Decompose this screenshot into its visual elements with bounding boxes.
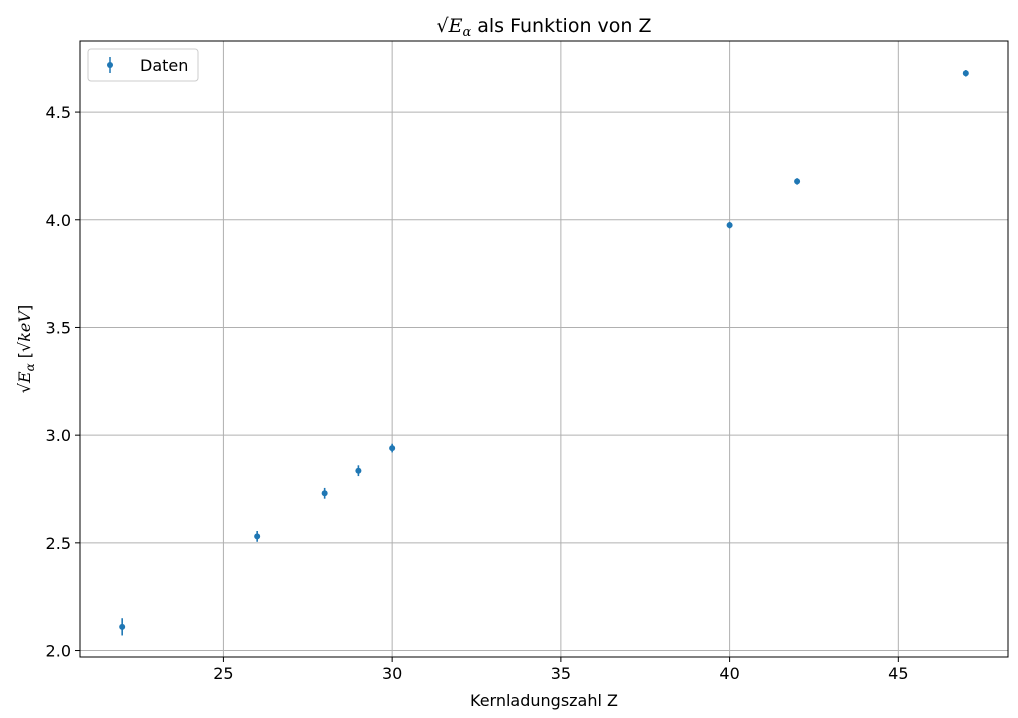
- ylabel-sqrt: √: [15, 382, 34, 393]
- y-axis-label: √Eα[√keV]: [15, 305, 37, 393]
- data-point: [726, 222, 733, 229]
- legend: Daten: [87, 48, 199, 82]
- data-point: [321, 490, 328, 497]
- ylabel-unit-sqrt: √: [15, 341, 34, 352]
- y-tick-label: 2.5: [46, 534, 71, 553]
- x-tick-label: 35: [551, 664, 571, 683]
- data-point: [355, 467, 362, 474]
- y-axis: 2.0 2.5 3.0 3.5 4.0 4.5: [46, 103, 80, 661]
- plot-frame: [79, 40, 1009, 658]
- x-tick-label: 25: [213, 664, 233, 683]
- title-symbol: E: [448, 15, 463, 37]
- ylabel-unit: keV: [15, 310, 34, 342]
- legend-box: [87, 48, 199, 82]
- chart-title: √Eα als Funktion von Z: [436, 15, 651, 40]
- x-axis: 25 30 35 40 45: [213, 657, 909, 683]
- title-subscript: α: [462, 25, 471, 40]
- y-tick-label: 4.0: [46, 211, 71, 230]
- data-layer: [119, 70, 969, 636]
- y-tick-label: 4.5: [46, 103, 71, 122]
- title-sqrt: √: [436, 15, 449, 37]
- legend-marker: [107, 62, 113, 68]
- y-tick-label: 3.5: [46, 318, 71, 337]
- x-tick-label: 30: [382, 664, 402, 683]
- title-text: als Funktion von Z: [477, 15, 651, 37]
- data-point: [389, 445, 396, 452]
- data-point: [254, 533, 261, 540]
- ylabel-unit-open: [: [15, 352, 34, 358]
- data-point: [794, 178, 801, 185]
- legend-label: Daten: [140, 56, 188, 75]
- grid: [80, 41, 1008, 657]
- ylabel-unit-close: ]: [15, 305, 34, 311]
- x-tick-label: 45: [888, 664, 908, 683]
- ylabel-symbol: E: [15, 371, 34, 384]
- x-axis-label: Kernladungszahl Z: [470, 691, 618, 710]
- data-point: [962, 70, 969, 77]
- ylabel-subscript: α: [23, 363, 37, 371]
- x-tick-label: 40: [719, 664, 739, 683]
- y-tick-label: 2.0: [46, 642, 71, 661]
- y-tick-label: 3.0: [46, 426, 71, 445]
- data-point: [119, 623, 126, 630]
